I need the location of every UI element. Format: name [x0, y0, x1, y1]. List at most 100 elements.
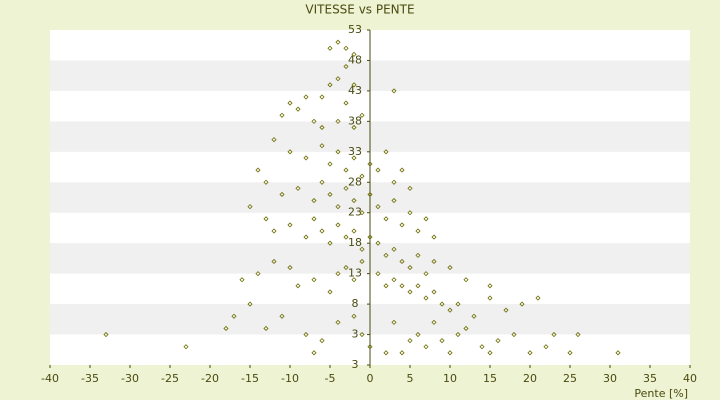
point — [303, 94, 309, 100]
point — [295, 106, 301, 112]
point — [303, 155, 309, 161]
point — [383, 350, 389, 356]
x-tick-label: 30 — [603, 372, 617, 385]
point — [567, 350, 573, 356]
point — [455, 301, 461, 307]
point — [367, 191, 373, 198]
point — [319, 143, 325, 149]
point — [399, 222, 405, 228]
point — [543, 344, 549, 350]
point — [383, 149, 389, 155]
y-tick-label: 48 — [348, 53, 362, 66]
point — [327, 82, 333, 88]
point — [455, 331, 461, 338]
point — [343, 100, 349, 106]
y-tick-label: 3 — [352, 328, 359, 341]
point — [383, 216, 389, 222]
x-axis-label: Pente [%] — [634, 387, 688, 400]
y-tick-label: 18 — [348, 236, 362, 249]
x-tick-label: -30 — [121, 372, 139, 385]
point — [335, 149, 341, 155]
point — [263, 216, 269, 222]
point — [615, 350, 621, 356]
point — [351, 197, 357, 204]
point — [319, 94, 325, 100]
point — [327, 240, 333, 246]
point — [383, 252, 389, 258]
x-tick-label: 35 — [643, 372, 657, 385]
point — [407, 338, 413, 344]
point — [391, 277, 397, 283]
point — [359, 258, 365, 265]
point — [415, 228, 421, 234]
y-tick-label: 53 — [348, 23, 362, 36]
point — [295, 283, 301, 289]
point — [367, 234, 373, 240]
point — [271, 137, 277, 143]
x-tick-label: 25 — [563, 372, 577, 385]
point — [487, 295, 493, 301]
point — [423, 295, 429, 301]
x-tick-label: -40 — [41, 372, 59, 385]
point — [511, 331, 517, 338]
point — [351, 82, 357, 88]
point — [447, 350, 453, 356]
y-tick-label: 38 — [348, 114, 362, 127]
point — [487, 283, 493, 289]
point — [463, 277, 469, 283]
point — [391, 246, 397, 252]
point — [575, 331, 581, 338]
point — [527, 350, 533, 356]
point — [431, 234, 437, 240]
point — [247, 301, 253, 307]
x-tick-label: 0 — [367, 372, 374, 385]
point — [327, 289, 333, 295]
point — [375, 271, 381, 277]
point — [495, 338, 501, 344]
point — [359, 173, 365, 179]
point — [351, 228, 357, 234]
point — [463, 325, 469, 332]
point — [351, 313, 357, 319]
x-tick-label: -25 — [161, 372, 179, 385]
point — [279, 313, 285, 319]
point — [319, 228, 325, 234]
point — [503, 307, 509, 313]
point — [311, 118, 317, 124]
point — [551, 331, 557, 338]
point — [415, 252, 421, 258]
point — [359, 210, 365, 216]
point — [231, 313, 237, 319]
point — [407, 264, 413, 271]
point — [287, 222, 293, 228]
point — [375, 167, 381, 173]
point — [303, 331, 309, 338]
point — [407, 210, 413, 216]
point — [359, 246, 365, 252]
point — [343, 264, 349, 271]
x-tick-label: 5 — [407, 372, 414, 385]
point — [335, 319, 341, 325]
y-tick-label: 33 — [348, 145, 362, 158]
point — [359, 112, 365, 118]
x-tick-label: -10 — [281, 372, 299, 385]
point — [351, 51, 357, 57]
point — [319, 179, 325, 185]
point — [343, 185, 349, 191]
point — [247, 204, 253, 210]
point — [319, 338, 325, 344]
point — [311, 277, 317, 283]
point — [439, 301, 445, 307]
point — [343, 45, 349, 51]
point — [431, 319, 437, 325]
x-tick-label: -35 — [81, 372, 99, 385]
point — [343, 234, 349, 240]
point — [519, 301, 525, 307]
point — [287, 264, 293, 271]
point — [407, 289, 413, 295]
point — [399, 283, 405, 289]
point — [255, 167, 261, 173]
point — [279, 112, 285, 118]
point — [367, 161, 373, 167]
point — [327, 191, 333, 198]
